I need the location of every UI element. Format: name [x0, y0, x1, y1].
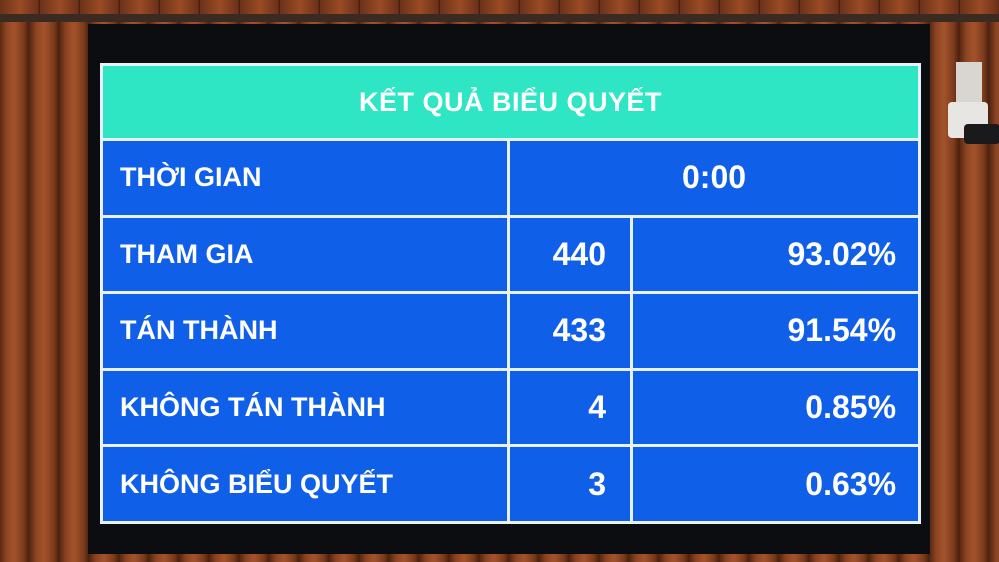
row-count: 433: [507, 291, 633, 371]
time-value: 0:00: [506, 138, 922, 218]
security-camera-icon: [948, 58, 999, 148]
row-count: 3: [507, 444, 633, 524]
row-label: KHÔNG BIỂU QUYẾT: [100, 444, 510, 524]
row-percent: 0.63%: [629, 444, 922, 524]
wood-top-trim: [0, 0, 999, 14]
row-percent: 91.54%: [629, 291, 922, 371]
voting-results-table: KẾT QUẢ BIỂU QUYẾT THỜI GIAN 0:00 THAM G…: [99, 63, 922, 524]
board-title: KẾT QUẢ BIỂU QUYẾT: [99, 63, 922, 141]
table-row: KHÔNG TÁN THÀNH 4 0.85%: [100, 367, 922, 448]
time-label: THỜI GIAN: [100, 138, 510, 218]
row-count: 4: [507, 367, 633, 448]
ceiling-rail: [0, 14, 999, 22]
row-percent: 93.02%: [629, 214, 922, 295]
table-row: THAM GIA 440 93.02%: [100, 214, 922, 295]
table-row: KHÔNG BIỂU QUYẾT 3 0.63%: [100, 444, 922, 524]
time-row: THỜI GIAN 0:00: [100, 138, 922, 218]
row-percent: 0.85%: [629, 367, 922, 448]
table-row: TÁN THÀNH 433 91.54%: [100, 291, 922, 371]
row-label: THAM GIA: [100, 214, 510, 295]
row-label: TÁN THÀNH: [100, 291, 510, 371]
title-row: KẾT QUẢ BIỂU QUYẾT: [99, 63, 922, 141]
row-count: 440: [507, 214, 633, 295]
row-label: KHÔNG TÁN THÀNH: [100, 367, 510, 448]
